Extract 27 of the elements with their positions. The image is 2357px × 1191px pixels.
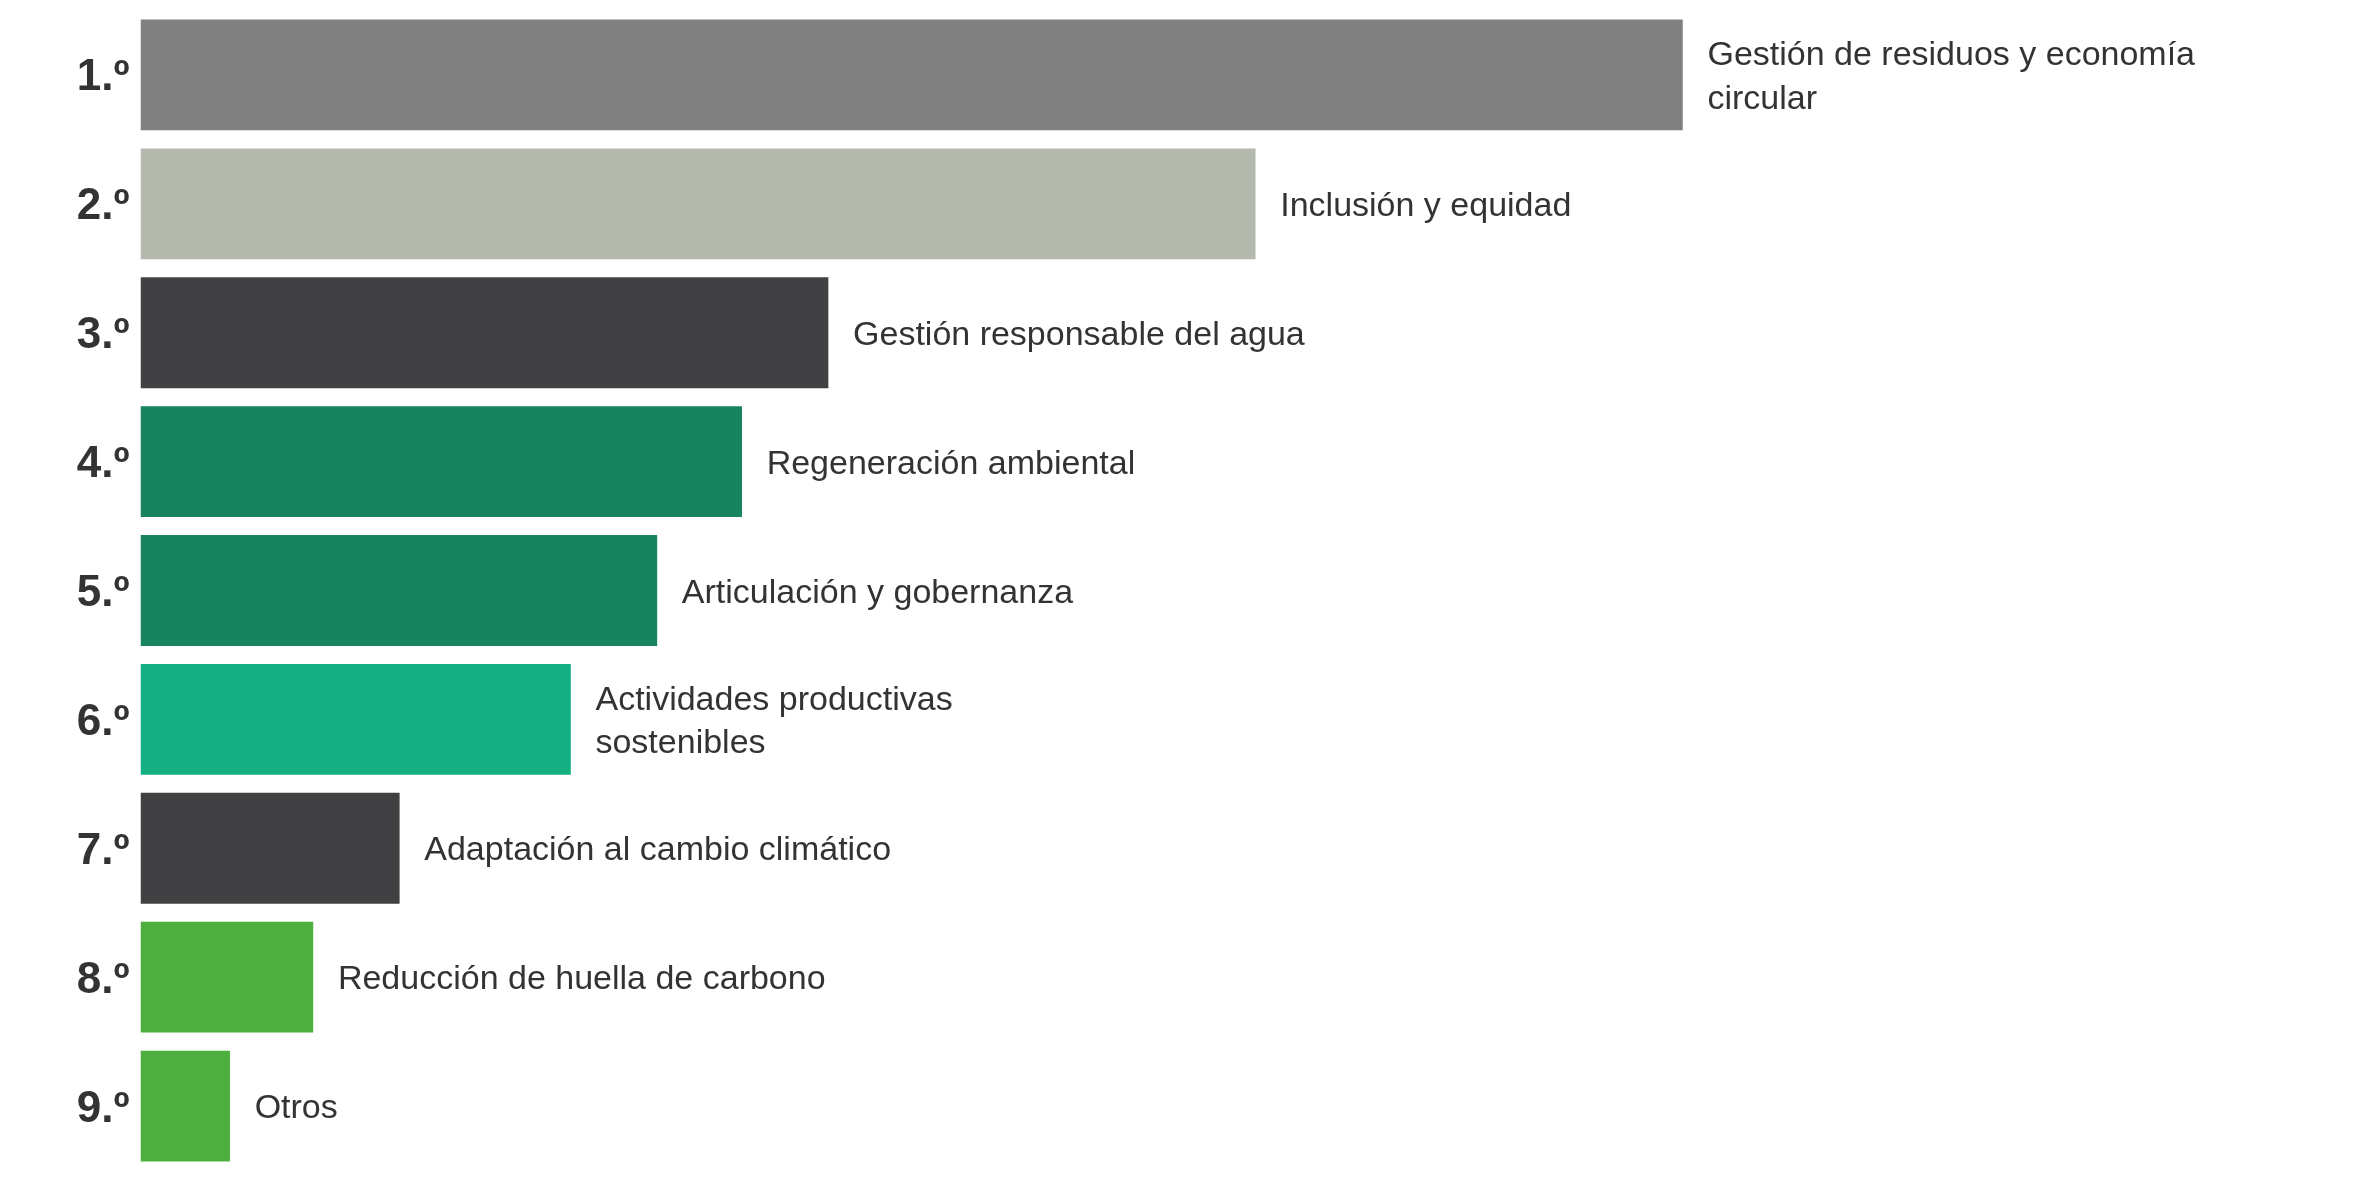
y-tick-label: 9.º <box>76 1081 130 1131</box>
y-tick-label: 3.º <box>76 308 130 358</box>
annotation: Gestión de residuos y economía circular <box>1707 34 2196 116</box>
bar <box>140 406 742 518</box>
bar <box>140 1050 230 1162</box>
y-tick-label: 4.º <box>76 437 130 487</box>
y-tick-label: 2.º <box>76 179 130 229</box>
annotation: Articulación y gobernanza <box>681 571 1074 610</box>
y-tick-label: 8.º <box>76 952 130 1002</box>
annotation: Adaptación al cambio climático <box>424 829 892 868</box>
annotation: Regeneración ambiental <box>766 442 1136 481</box>
annotation: Inclusión y equidad <box>1280 184 1572 223</box>
annotation: Gestión responsable del agua <box>853 313 1305 352</box>
annotation: Otros <box>254 1087 338 1126</box>
bar <box>140 535 658 646</box>
bar <box>140 19 1683 131</box>
y-tick-label: 7.º <box>76 823 130 873</box>
bar <box>140 148 1256 260</box>
annotation: Actividades productivas sostenibles <box>595 678 953 761</box>
bar <box>140 792 400 904</box>
y-tick-label: 1.º <box>76 50 130 100</box>
annotation: Reducción de huella de carbono <box>337 958 826 997</box>
bar <box>140 663 571 775</box>
y-tick-label: 5.º <box>76 566 130 615</box>
y-tick-label: 6.º <box>76 694 130 744</box>
bar <box>140 277 829 389</box>
bar <box>140 921 314 1033</box>
